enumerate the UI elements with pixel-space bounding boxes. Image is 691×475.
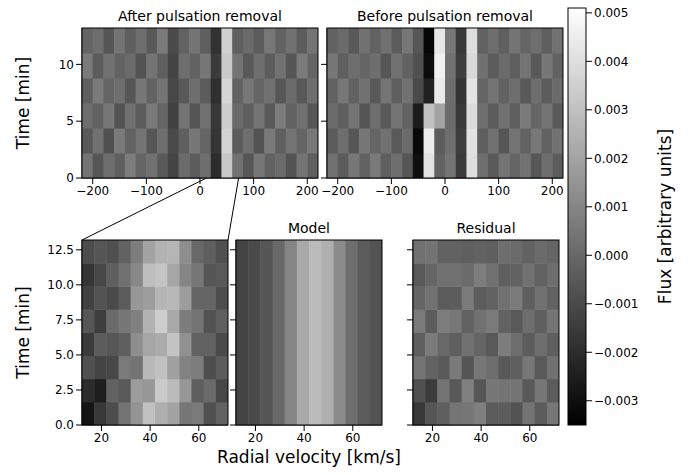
- svg-text:0.000: 0.000: [594, 249, 628, 263]
- svg-text:40: 40: [296, 431, 311, 445]
- svg-text:−0.002: −0.002: [594, 346, 638, 360]
- svg-text:Flux [arbitrary units]: Flux [arbitrary units]: [655, 129, 675, 304]
- svg-text:20: 20: [94, 431, 109, 445]
- svg-text:12.5: 12.5: [47, 243, 74, 257]
- svg-text:Model: Model: [288, 220, 330, 236]
- svg-text:After pulsation removal: After pulsation removal: [118, 8, 282, 24]
- svg-text:60: 60: [522, 431, 537, 445]
- svg-text:100: 100: [487, 184, 510, 198]
- svg-text:60: 60: [345, 431, 360, 445]
- svg-text:Time [min]: Time [min]: [13, 286, 33, 379]
- svg-text:−0.003: −0.003: [594, 394, 638, 408]
- svg-text:100: 100: [242, 184, 265, 198]
- svg-text:20: 20: [248, 431, 263, 445]
- svg-text:Residual: Residual: [456, 220, 515, 236]
- svg-text:0.005: 0.005: [594, 6, 628, 20]
- svg-text:5.0: 5.0: [55, 348, 74, 362]
- svg-text:Radial velocity [km/s]: Radial velocity [km/s]: [217, 447, 401, 467]
- svg-text:200: 200: [296, 184, 319, 198]
- svg-text:5: 5: [66, 114, 74, 128]
- svg-text:0.003: 0.003: [594, 103, 628, 117]
- svg-text:−200: −200: [321, 184, 354, 198]
- svg-text:40: 40: [473, 431, 488, 445]
- svg-text:0: 0: [196, 184, 204, 198]
- svg-text:10.0: 10.0: [47, 278, 74, 292]
- svg-text:10: 10: [59, 58, 74, 72]
- svg-text:0.002: 0.002: [594, 152, 628, 166]
- svg-text:0.0: 0.0: [55, 418, 74, 432]
- svg-text:Time [min]: Time [min]: [13, 57, 33, 150]
- svg-text:20: 20: [425, 431, 440, 445]
- svg-text:60: 60: [191, 431, 206, 445]
- svg-text:Before pulsation removal: Before pulsation removal: [357, 8, 533, 24]
- svg-text:2.5: 2.5: [55, 383, 74, 397]
- svg-text:−100: −100: [130, 184, 163, 198]
- svg-text:0.004: 0.004: [594, 55, 628, 69]
- svg-text:−0.001: −0.001: [594, 297, 638, 311]
- svg-text:−200: −200: [76, 184, 109, 198]
- svg-text:0: 0: [441, 184, 449, 198]
- svg-text:0.001: 0.001: [594, 200, 628, 214]
- svg-text:0: 0: [66, 171, 74, 185]
- svg-text:7.5: 7.5: [55, 313, 74, 327]
- svg-text:200: 200: [541, 184, 564, 198]
- svg-text:40: 40: [142, 431, 157, 445]
- svg-text:−100: −100: [375, 184, 408, 198]
